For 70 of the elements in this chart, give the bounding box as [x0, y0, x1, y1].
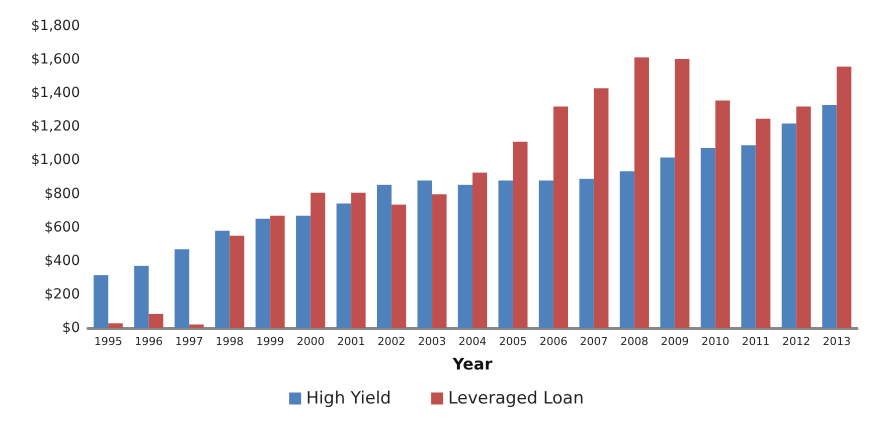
x-tick-label: 1996: [134, 335, 163, 348]
bar: [674, 59, 690, 328]
bar: [472, 172, 488, 328]
bar: [458, 184, 472, 328]
bar: [376, 184, 392, 328]
bar: [256, 218, 270, 328]
x-tick-label: 2009: [660, 335, 689, 348]
y-tick-label: $0: [62, 320, 80, 336]
y-tick-label: $1,000: [31, 152, 80, 168]
bar: [215, 230, 230, 328]
x-tick-label: 1995: [94, 335, 122, 348]
legend-label: Leveraged Loan: [448, 388, 584, 408]
bar: [392, 204, 406, 328]
x-tick-label: 2004: [458, 335, 486, 348]
bar: [756, 118, 770, 328]
bar: [796, 106, 811, 328]
x-tick-label: 2002: [378, 335, 406, 348]
bar: [351, 192, 366, 328]
bar: [189, 324, 204, 328]
x-tick-label: 2012: [782, 335, 810, 348]
bar: [579, 178, 594, 328]
bar: [538, 180, 554, 328]
bar: [836, 66, 852, 328]
bar: [741, 145, 756, 328]
bar: [336, 204, 352, 328]
bar: [715, 100, 730, 328]
x-tick-label: 2013: [822, 335, 851, 348]
y-tick-label: $400: [44, 252, 80, 269]
bar: [174, 249, 190, 328]
x-tick-label: 1999: [256, 335, 284, 348]
x-tick-label: 2006: [539, 335, 568, 348]
y-tick-label: $1,600: [31, 52, 80, 68]
bar: [660, 158, 675, 328]
x-tick-label: 2000: [296, 335, 325, 348]
bar: [553, 106, 568, 328]
y-tick-label: $1,800: [31, 18, 80, 34]
x-tick-label: 2010: [701, 335, 730, 348]
bar: [310, 192, 326, 328]
bar: [594, 88, 608, 328]
x-axis-title: Year: [452, 354, 492, 374]
x-tick-label: 1998: [216, 335, 244, 348]
y-tick-label: $1,400: [31, 85, 80, 102]
bar: [417, 180, 432, 328]
x-tick-label: 2011: [742, 335, 770, 348]
bar: [512, 142, 528, 328]
x-tick-label: 2005: [498, 335, 527, 348]
y-tick-label: $1,200: [31, 118, 80, 135]
bar: [270, 216, 285, 328]
bar: [94, 275, 108, 328]
bar: [782, 123, 796, 328]
bar: [148, 314, 164, 328]
bar: [700, 148, 716, 328]
bar: [230, 236, 244, 328]
y-tick-label: $200: [44, 286, 80, 302]
y-tick-label: $800: [44, 186, 80, 202]
x-tick-label: 2008: [620, 335, 648, 348]
bar: [620, 171, 634, 328]
bar: [498, 180, 513, 328]
bar: [432, 194, 447, 328]
y-tick-label: $600: [44, 219, 80, 236]
x-tick-label: 1997: [175, 335, 204, 348]
x-tick-label: 2007: [580, 335, 608, 348]
bar: [296, 216, 311, 328]
x-tick-label: 2001: [337, 335, 366, 348]
bar: [822, 105, 837, 328]
x-tick-label: 2003: [418, 335, 446, 348]
bar: [634, 57, 649, 328]
bar: [108, 323, 123, 328]
legend-label: High Yield: [306, 388, 392, 408]
bar: [134, 266, 149, 328]
